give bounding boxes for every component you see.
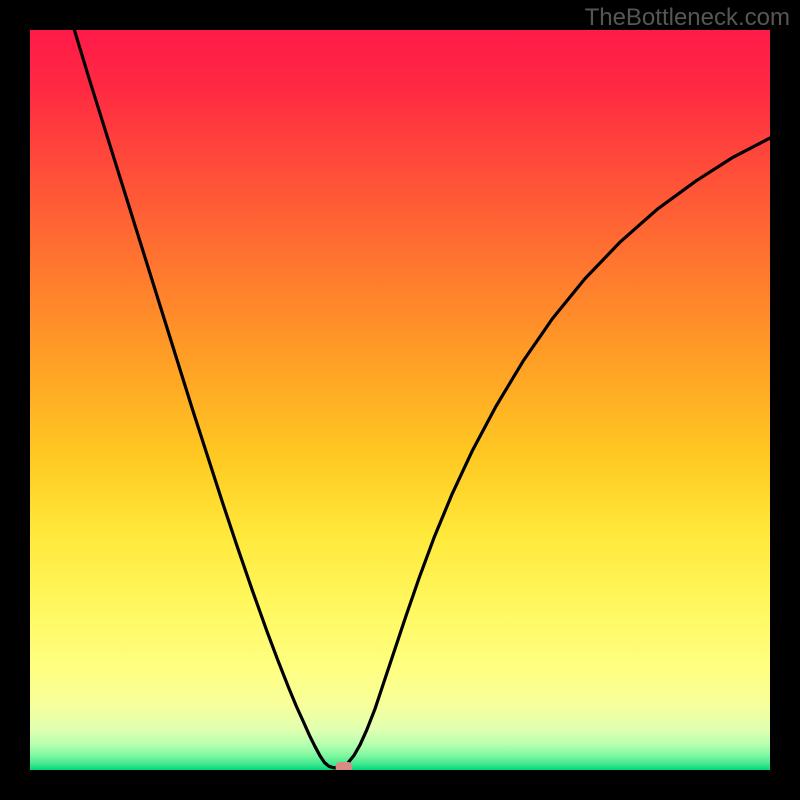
watermark-label: TheBottleneck.com xyxy=(585,4,790,32)
chart-svg xyxy=(30,30,770,770)
plot-area xyxy=(30,30,770,770)
optimal-point-marker xyxy=(336,762,352,770)
chart-frame: TheBottleneck.com xyxy=(0,0,800,800)
gradient-background xyxy=(30,30,770,770)
